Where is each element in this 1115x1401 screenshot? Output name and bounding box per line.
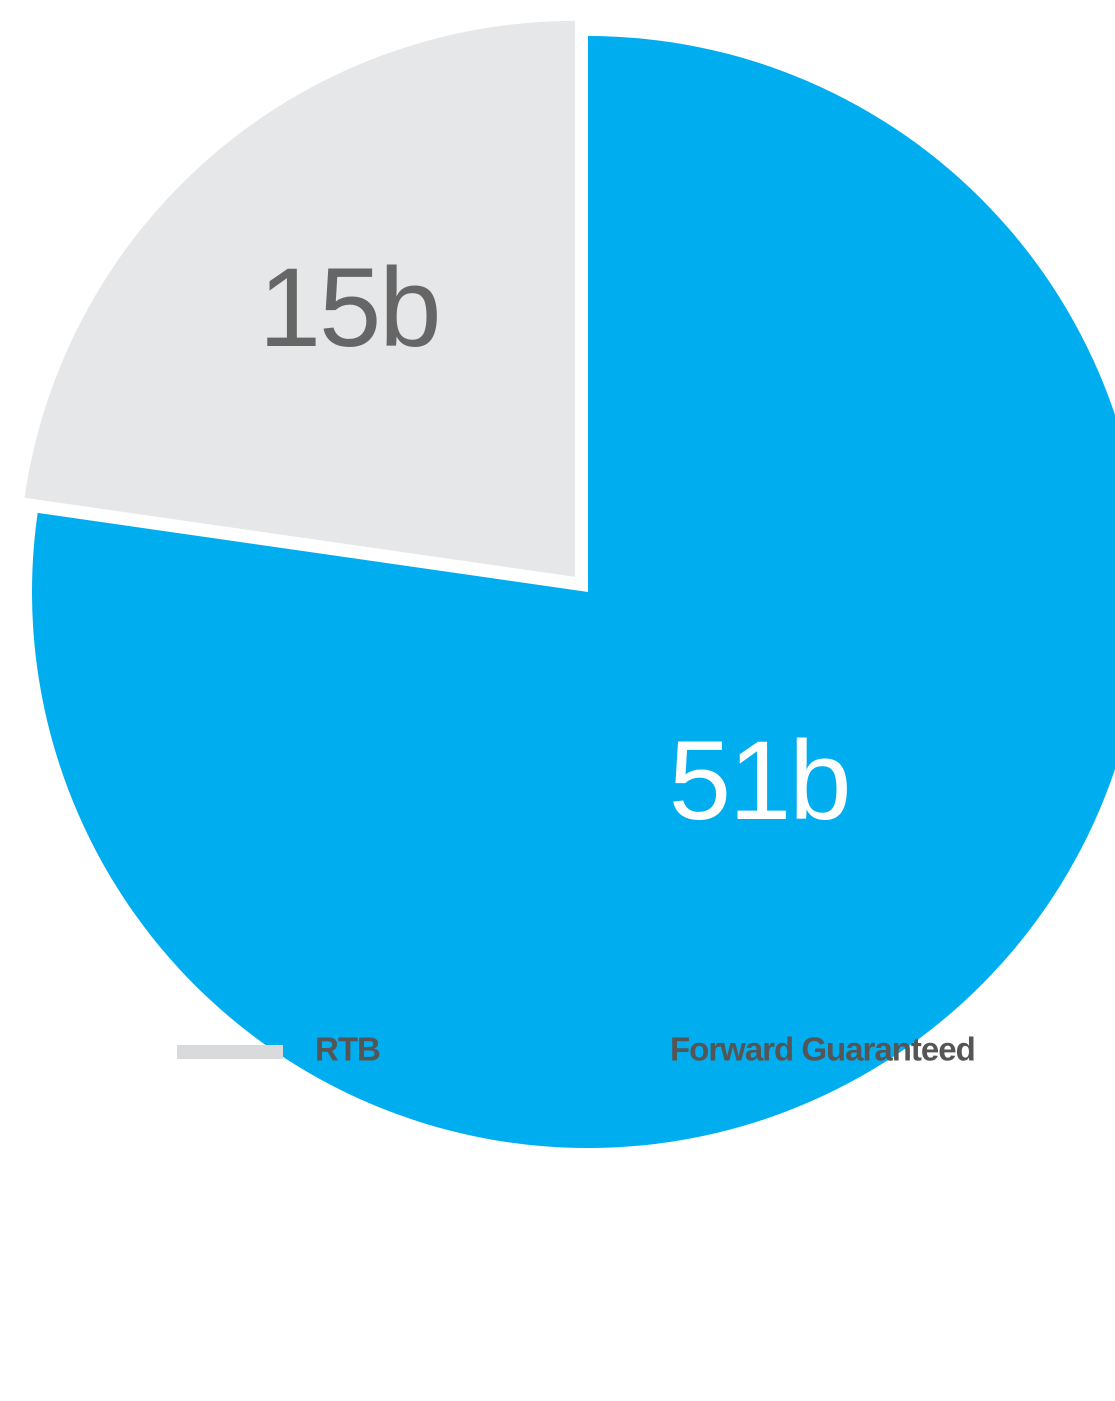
pie-slice: [24, 20, 575, 577]
legend: RTB Forward Guaranteed: [177, 1031, 976, 1068]
legend-swatch: [532, 1045, 638, 1059]
slice-label: 15b: [259, 245, 440, 370]
slice-labels: 15b 51b: [259, 245, 852, 843]
legend-label: Forward Guaranteed: [670, 1031, 975, 1068]
slice-label: 51b: [669, 718, 850, 843]
pie-slice: [32, 36, 1115, 1148]
legend-swatch: [177, 1045, 283, 1059]
pie: [24, 20, 1115, 1148]
legend-label: RTB: [315, 1031, 380, 1068]
